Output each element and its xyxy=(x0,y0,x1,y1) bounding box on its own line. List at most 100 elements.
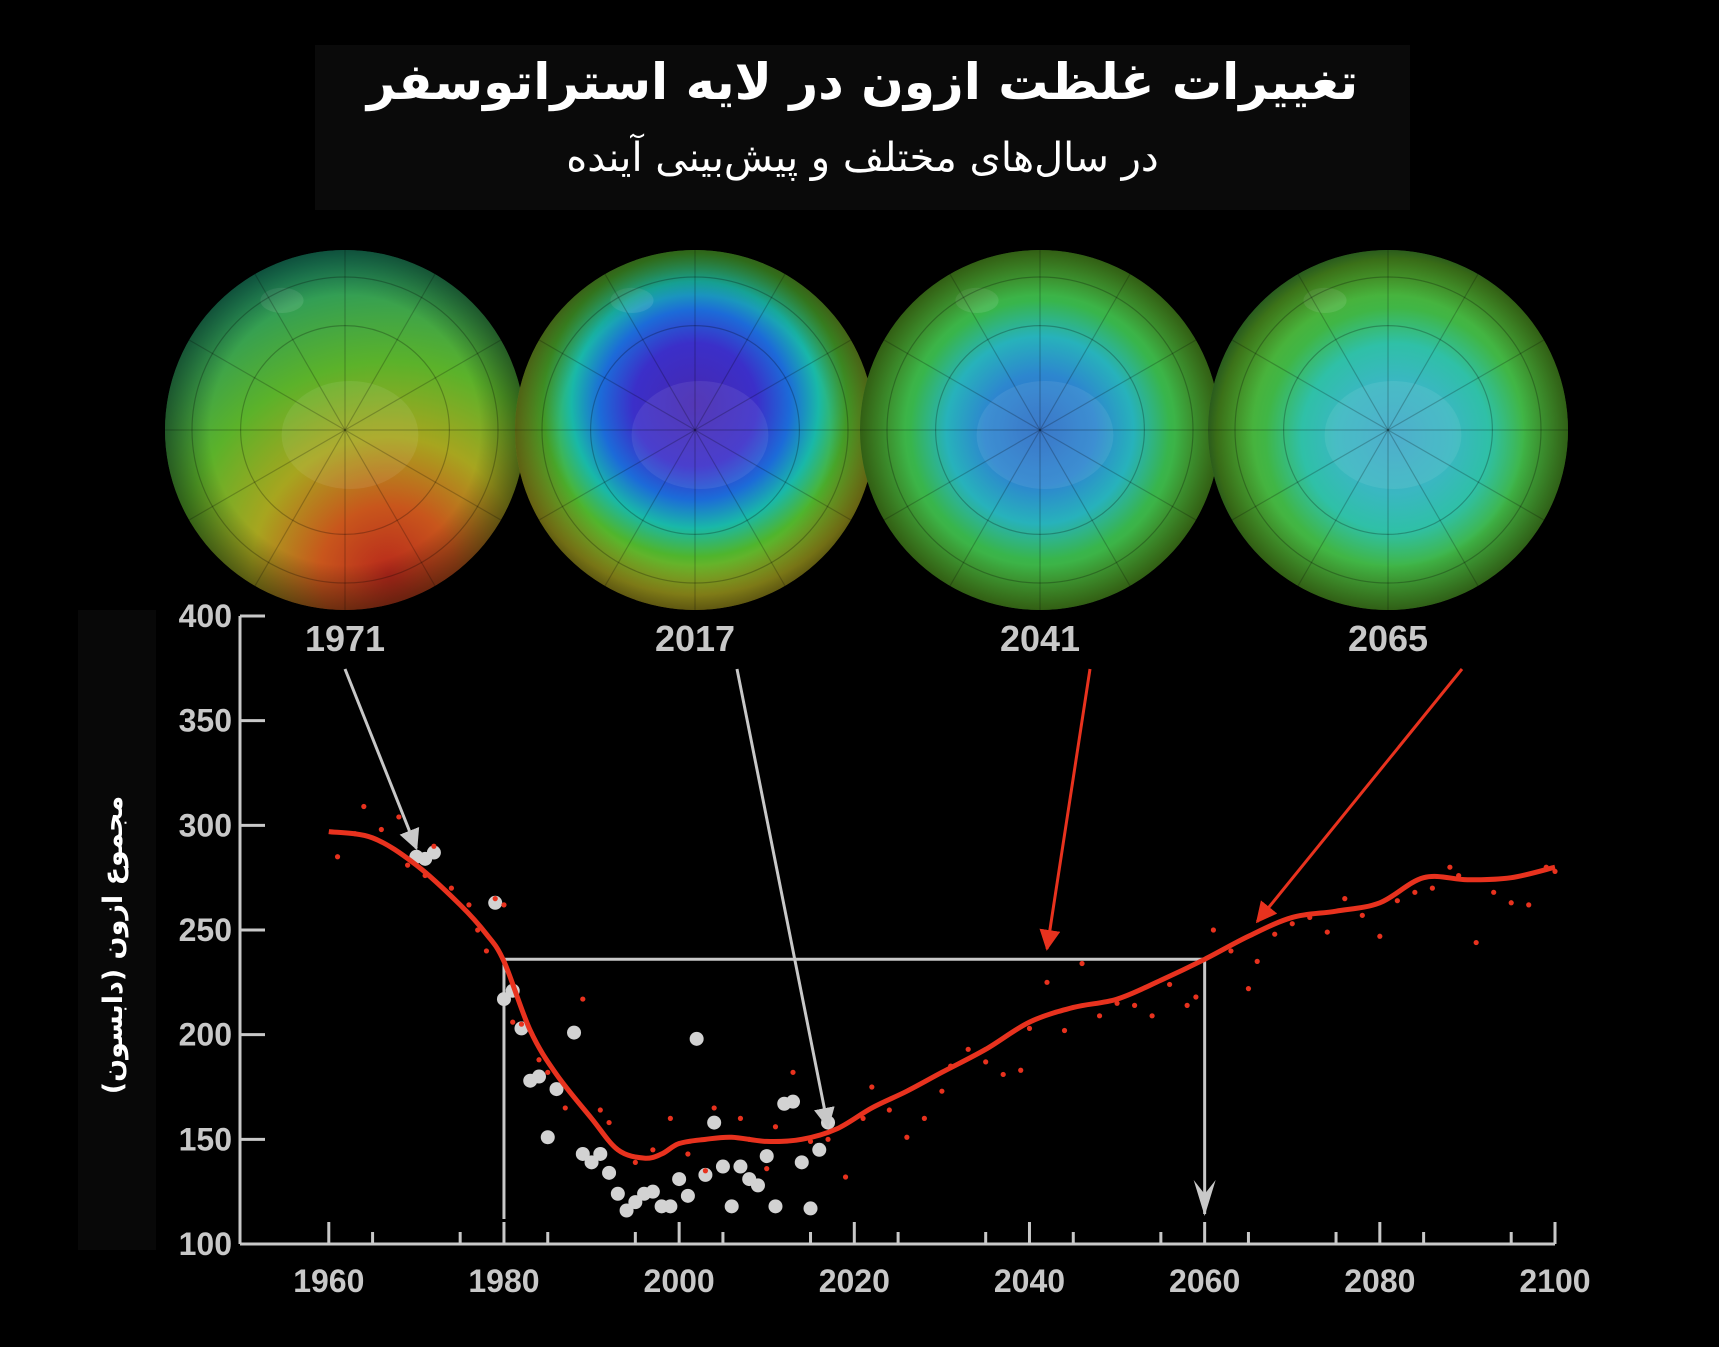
y-tick-label: 400 xyxy=(179,598,232,634)
model-point xyxy=(983,1059,989,1065)
arrow-2065 xyxy=(1255,668,1464,924)
model-point xyxy=(1526,902,1532,908)
observed-point xyxy=(619,1203,634,1218)
model-point xyxy=(650,1147,656,1153)
model-point xyxy=(1061,1027,1068,1034)
model-point xyxy=(562,1105,568,1111)
globe-1971: 1971 xyxy=(165,250,525,659)
globe-shading xyxy=(860,250,1220,610)
model-point xyxy=(1149,1013,1155,1019)
observed-point xyxy=(628,1195,643,1210)
model-point xyxy=(431,843,437,849)
model-point xyxy=(1447,864,1453,870)
model-point xyxy=(1210,927,1217,933)
globe-2065: 2065 xyxy=(1208,250,1568,659)
model-point xyxy=(790,1069,796,1075)
model-point xyxy=(1508,900,1514,906)
observed-point xyxy=(803,1201,818,1216)
globe-year-label: 2041 xyxy=(1000,618,1080,659)
model-point xyxy=(772,1124,779,1130)
observed-point xyxy=(645,1184,660,1199)
model-point xyxy=(965,1046,971,1052)
globe-shading xyxy=(515,250,875,610)
model-point xyxy=(492,896,498,902)
observed-point xyxy=(689,1031,704,1046)
observed-point xyxy=(698,1167,713,1182)
model-point xyxy=(667,1115,673,1121)
model-point xyxy=(466,902,472,908)
observed-point xyxy=(426,845,441,860)
model-point xyxy=(1167,981,1173,988)
model-point xyxy=(518,1021,525,1027)
x-tick-label: 2040 xyxy=(994,1263,1065,1299)
model-point xyxy=(396,814,402,820)
ozone-trend-line xyxy=(328,829,1556,1161)
model-point xyxy=(1044,979,1050,985)
model-point xyxy=(921,1115,927,1121)
model-point xyxy=(1018,1067,1024,1073)
x-tick-label: 2000 xyxy=(644,1263,715,1299)
observed-point xyxy=(768,1199,783,1214)
model-point xyxy=(334,854,341,860)
model-point xyxy=(580,996,586,1002)
observed-point xyxy=(584,1155,599,1170)
model-point xyxy=(536,1057,542,1063)
observed-point xyxy=(672,1172,687,1187)
recovery-guides xyxy=(502,957,1216,1219)
observed-point xyxy=(593,1146,608,1161)
model-point xyxy=(1473,939,1479,946)
model-point xyxy=(378,826,384,833)
model-point xyxy=(1289,921,1295,927)
model-point xyxy=(606,1119,612,1126)
x-ticks: 1960 1980 2000 2020 2040 2060 2080 2100 xyxy=(293,1222,1591,1299)
page-title: تغییرات غلظت ازون در لایه استراتوسفر xyxy=(366,53,1359,111)
x-tick-label: 1980 xyxy=(468,1263,539,1299)
globes: 1971 2017 2041 2065 xyxy=(165,250,1568,659)
model-point xyxy=(904,1134,910,1140)
model-point xyxy=(842,1174,849,1180)
model-point xyxy=(483,948,490,954)
model-point xyxy=(448,885,455,891)
model-point xyxy=(405,862,411,868)
observed-point xyxy=(733,1159,748,1174)
model-point xyxy=(860,1115,866,1121)
model-point xyxy=(1254,958,1260,965)
model-point xyxy=(510,1019,516,1025)
model-point xyxy=(685,1151,691,1157)
model-point xyxy=(702,1168,709,1174)
globe-year-label: 2065 xyxy=(1348,618,1428,659)
model-point xyxy=(1377,933,1383,939)
model-point xyxy=(632,1159,638,1165)
title-box: تغییرات غلظت ازون در لایه استراتوسفر در … xyxy=(315,45,1410,210)
observed-point xyxy=(567,1025,582,1040)
model-point xyxy=(869,1084,875,1090)
y-tick-label: 200 xyxy=(179,1017,232,1053)
observed-point xyxy=(610,1186,625,1201)
arrow-2017 xyxy=(735,668,835,1129)
model-point xyxy=(1184,1002,1190,1008)
observed-point xyxy=(575,1146,590,1161)
model-point xyxy=(1412,889,1418,895)
model-point xyxy=(1429,885,1435,891)
observed-point xyxy=(602,1165,617,1180)
series-layer xyxy=(328,803,1558,1218)
y-tick-label: 300 xyxy=(179,807,232,843)
model-point xyxy=(1026,1025,1033,1031)
globe-shading xyxy=(165,250,525,610)
model-point xyxy=(1342,896,1348,902)
model-point xyxy=(886,1107,892,1113)
page-subtitle: در سال‌های مختلف و پیش‌بینی آینده xyxy=(566,135,1159,181)
model-point xyxy=(1096,1013,1103,1019)
globe-year-label: 1971 xyxy=(305,618,385,659)
model-point xyxy=(737,1115,744,1121)
recovery-arrowhead xyxy=(1193,1180,1216,1216)
x-tick-label: 1960 xyxy=(293,1263,364,1299)
y-tick-label: 100 xyxy=(179,1226,232,1262)
observed-point xyxy=(786,1094,800,1109)
model-point xyxy=(939,1088,945,1094)
model-point xyxy=(1491,889,1497,895)
arrow-2041 xyxy=(1039,668,1092,951)
model-point xyxy=(1193,994,1199,1000)
observed-point xyxy=(663,1199,678,1214)
